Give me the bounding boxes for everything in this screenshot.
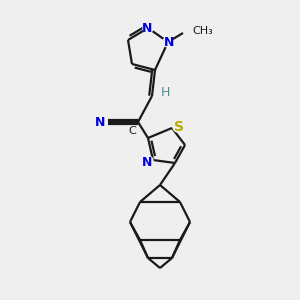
Text: C: C — [128, 126, 136, 136]
Text: H: H — [160, 86, 170, 100]
Circle shape — [96, 117, 106, 127]
Circle shape — [143, 23, 153, 33]
Text: S: S — [174, 120, 184, 134]
Text: CH₃: CH₃ — [192, 26, 213, 36]
Circle shape — [163, 37, 173, 47]
Circle shape — [173, 122, 183, 132]
Circle shape — [160, 88, 170, 98]
Text: N: N — [95, 116, 105, 128]
Circle shape — [127, 126, 137, 136]
Text: N: N — [164, 35, 174, 49]
Circle shape — [143, 156, 153, 166]
Text: N: N — [142, 155, 152, 169]
Text: N: N — [142, 22, 152, 34]
